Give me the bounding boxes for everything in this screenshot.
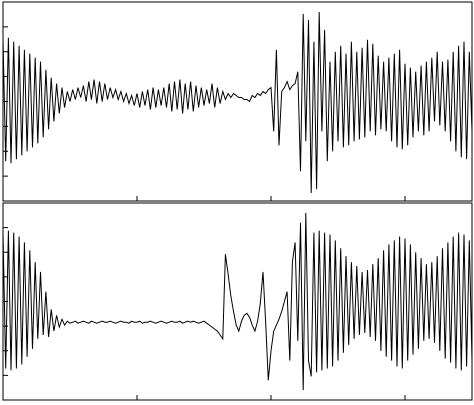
- panel-frame: [2, 202, 473, 401]
- panel-frame: [2, 1, 473, 202]
- signal-line: [2, 212, 473, 391]
- signal-line: [2, 11, 473, 194]
